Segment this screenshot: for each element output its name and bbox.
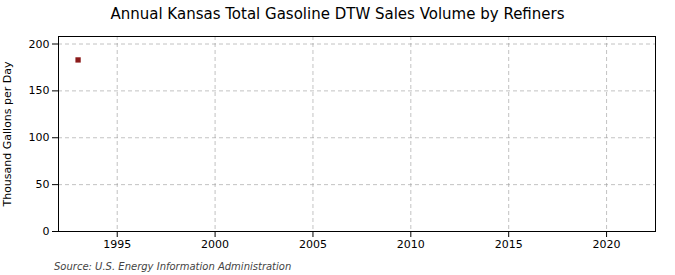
svg-text:2005: 2005 (299, 238, 327, 251)
svg-text:100: 100 (29, 131, 50, 144)
svg-text:1995: 1995 (103, 238, 131, 251)
svg-text:2000: 2000 (201, 238, 229, 251)
svg-text:2015: 2015 (495, 238, 523, 251)
svg-text:200: 200 (29, 38, 50, 51)
html-text:Source: U.S. Energy Informatio: Source: U.S. Energy Information Administ… (54, 261, 292, 272)
svg-text:2020: 2020 (593, 238, 621, 251)
html-text:Annual Kansas Total Gasoline D: Annual Kansas Total Gasoline DTW Sales V… (110, 5, 565, 23)
svg-text:Thousand Gallons per Day: Thousand Gallons per Day (1, 61, 14, 208)
svg-text:0: 0 (43, 225, 50, 238)
svg-text:150: 150 (29, 84, 50, 97)
svg-text:2010: 2010 (397, 238, 425, 251)
svg-text:50: 50 (36, 178, 50, 191)
